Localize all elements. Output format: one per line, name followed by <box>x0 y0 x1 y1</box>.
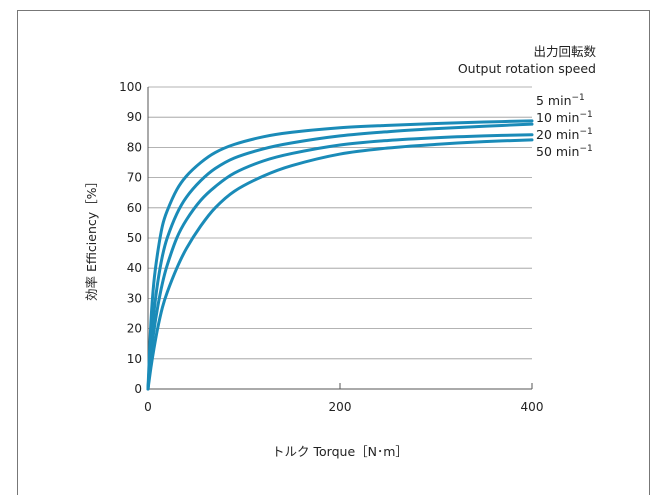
y-tick-label: 60 <box>127 201 142 215</box>
legend-label-10-min: 10 min−1 <box>536 110 593 125</box>
y-tick-label: 70 <box>127 171 142 185</box>
y-tick-label: 80 <box>127 140 142 154</box>
y-tick-label: 100 <box>119 80 142 94</box>
y-tick-label: 40 <box>127 261 142 275</box>
y-tick-label: 90 <box>127 110 142 124</box>
y-tick-label: 20 <box>127 322 142 336</box>
chart-frame <box>17 10 650 495</box>
series-line-10-min <box>146 122 534 391</box>
x-tick-label: 200 <box>329 400 352 414</box>
y-axis-label: 効率 Efficiency［%］ <box>84 175 99 301</box>
legend-label-50-min: 50 min−1 <box>536 144 593 159</box>
efficiency-chart: 0 10 20 30 40 50 60 70 80 90 100 0 200 400 5 min−1 10 m… <box>84 44 596 459</box>
legend-label-20-min: 20 min−1 <box>536 127 593 142</box>
x-tick-label: 400 <box>521 400 544 414</box>
series-line-50-min <box>146 138 534 391</box>
x-tick-label: 0 <box>144 400 152 414</box>
y-tick-label: 30 <box>127 291 142 305</box>
y-tick-label: 0 <box>134 382 142 396</box>
series-line-5-min <box>146 119 534 391</box>
series-line-20-min <box>146 133 534 391</box>
y-tick-label: 10 <box>127 352 142 366</box>
x-axis-label: トルク Torque［N･m］ <box>272 444 408 459</box>
legend-label-5-min: 5 min−1 <box>536 93 585 108</box>
legend-title-jp: 出力回転数 <box>533 44 596 59</box>
y-tick-label: 50 <box>127 231 142 245</box>
legend-title-en: Output rotation speed <box>458 61 596 76</box>
